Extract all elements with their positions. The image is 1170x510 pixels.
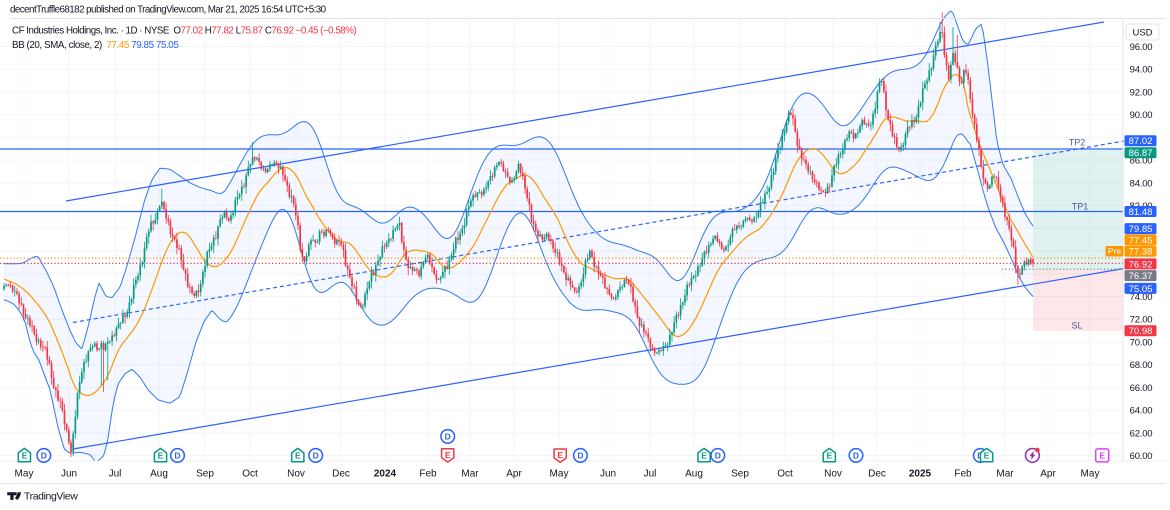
svg-text:May: May (1081, 469, 1100, 480)
svg-text:D: D (174, 451, 180, 461)
svg-text:Nov: Nov (287, 469, 305, 480)
svg-text:76.37: 76.37 (1129, 271, 1153, 282)
svg-text:Jun: Jun (61, 469, 77, 480)
svg-text:D: D (313, 451, 319, 461)
svg-text:Oct: Oct (777, 469, 793, 480)
svg-text:BB (20, SMA, close, 2) 77.45: BB (20, SMA, close, 2) 77.45 79.85 75.05 (12, 40, 179, 51)
svg-text:64.00: 64.00 (1130, 406, 1153, 417)
svg-text:D: D (41, 451, 47, 461)
svg-text:Feb: Feb (954, 469, 972, 480)
svg-text:E: E (158, 451, 164, 461)
svg-text:TP2: TP2 (1069, 138, 1086, 148)
svg-text:E: E (22, 451, 28, 461)
svg-text:77.38: 77.38 (1129, 247, 1153, 258)
svg-text:Jul: Jul (109, 469, 122, 480)
svg-text:Feb: Feb (419, 469, 437, 480)
svg-text:Sep: Sep (731, 469, 749, 480)
svg-text:Mar: Mar (996, 469, 1014, 480)
svg-text:Apr: Apr (1040, 469, 1056, 480)
svg-text:D: D (853, 451, 859, 461)
svg-text:E: E (701, 451, 707, 461)
svg-text:94.00: 94.00 (1130, 65, 1153, 76)
svg-text:E: E (295, 451, 301, 461)
svg-text:Aug: Aug (150, 469, 168, 480)
svg-text:E: E (826, 451, 832, 461)
svg-text:Jun: Jun (600, 469, 616, 480)
svg-text:66.00: 66.00 (1130, 383, 1153, 394)
svg-text:E: E (1099, 451, 1105, 461)
svg-text:decentTruffle68182 published o: decentTruffle68182 published on TradingV… (10, 5, 327, 16)
svg-text:CF Industries Holdings, Inc. ·: CF Industries Holdings, Inc. · 1D · NYSE… (12, 26, 356, 37)
svg-text:D: D (577, 451, 583, 461)
svg-text:E: E (557, 450, 563, 460)
svg-text:D: D (715, 451, 721, 461)
svg-text:60.00: 60.00 (1130, 451, 1153, 462)
svg-text:87.02: 87.02 (1129, 136, 1153, 147)
svg-text:Jul: Jul (644, 469, 657, 480)
svg-text:May: May (15, 469, 34, 480)
svg-text:74.00: 74.00 (1130, 292, 1153, 303)
svg-text:E: E (445, 450, 451, 460)
svg-text:Sep: Sep (196, 469, 214, 480)
svg-text:Nov: Nov (824, 469, 842, 480)
svg-text:75.05: 75.05 (1129, 284, 1153, 295)
svg-text:62.00: 62.00 (1130, 428, 1153, 439)
svg-text:TP1: TP1 (1072, 202, 1089, 212)
svg-text:68.00: 68.00 (1130, 360, 1153, 371)
svg-text:E: E (984, 451, 990, 461)
svg-text:D: D (445, 432, 451, 442)
svg-text:Dec: Dec (868, 469, 886, 480)
svg-text:Apr: Apr (506, 469, 522, 480)
svg-text:70.98: 70.98 (1129, 326, 1153, 337)
svg-text:70.00: 70.00 (1130, 338, 1153, 349)
svg-text:84.00: 84.00 (1130, 178, 1153, 189)
svg-text:TradingView: TradingView (24, 491, 78, 503)
svg-text:2024: 2024 (374, 469, 397, 480)
svg-text:Pre: Pre (1108, 246, 1122, 256)
svg-text:86.87: 86.87 (1129, 148, 1153, 159)
svg-text:96.00: 96.00 (1130, 42, 1153, 53)
svg-text:92.00: 92.00 (1130, 88, 1153, 99)
svg-text:2025: 2025 (909, 469, 932, 480)
svg-text:79.85: 79.85 (1129, 224, 1153, 235)
svg-text:90.00: 90.00 (1130, 110, 1153, 121)
svg-text:USD: USD (1132, 28, 1152, 39)
svg-text:81.48: 81.48 (1129, 207, 1153, 218)
svg-text:May: May (550, 469, 569, 480)
svg-text:86.00: 86.00 (1130, 156, 1153, 167)
svg-text:Dec: Dec (332, 469, 350, 480)
svg-text:Oct: Oct (242, 469, 258, 480)
svg-text:Aug: Aug (685, 469, 703, 480)
svg-text:77.45: 77.45 (1129, 235, 1153, 246)
svg-text:72.00: 72.00 (1130, 315, 1153, 326)
svg-text:Mar: Mar (461, 469, 479, 480)
svg-text:SL: SL (1071, 321, 1082, 331)
svg-text:76.92: 76.92 (1129, 259, 1153, 270)
